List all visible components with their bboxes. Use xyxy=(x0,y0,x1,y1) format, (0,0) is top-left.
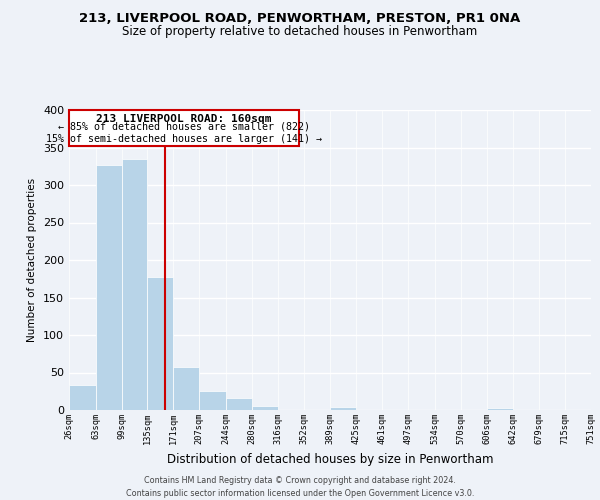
Text: ← 85% of detached houses are smaller (822): ← 85% of detached houses are smaller (82… xyxy=(58,121,310,131)
Text: 213, LIVERPOOL ROAD, PENWORTHAM, PRESTON, PR1 0NA: 213, LIVERPOOL ROAD, PENWORTHAM, PRESTON… xyxy=(79,12,521,26)
Text: 213 LIVERPOOL ROAD: 160sqm: 213 LIVERPOOL ROAD: 160sqm xyxy=(96,114,272,124)
Bar xyxy=(487,408,512,410)
Text: Contains HM Land Registry data © Crown copyright and database right 2024.
Contai: Contains HM Land Registry data © Crown c… xyxy=(126,476,474,498)
Bar xyxy=(95,165,122,410)
Bar xyxy=(148,276,173,410)
Bar xyxy=(122,159,148,410)
Y-axis label: Number of detached properties: Number of detached properties xyxy=(28,178,37,342)
Text: 15% of semi-detached houses are larger (141) →: 15% of semi-detached houses are larger (… xyxy=(46,134,322,144)
FancyBboxPatch shape xyxy=(69,110,299,146)
Bar xyxy=(591,408,600,410)
X-axis label: Distribution of detached houses by size in Penwortham: Distribution of detached houses by size … xyxy=(167,452,493,466)
Bar xyxy=(199,391,226,410)
Bar xyxy=(331,407,356,410)
Bar xyxy=(252,406,278,410)
Text: Size of property relative to detached houses in Penwortham: Size of property relative to detached ho… xyxy=(122,25,478,38)
Bar xyxy=(226,398,252,410)
Bar xyxy=(69,385,95,410)
Bar xyxy=(173,367,199,410)
